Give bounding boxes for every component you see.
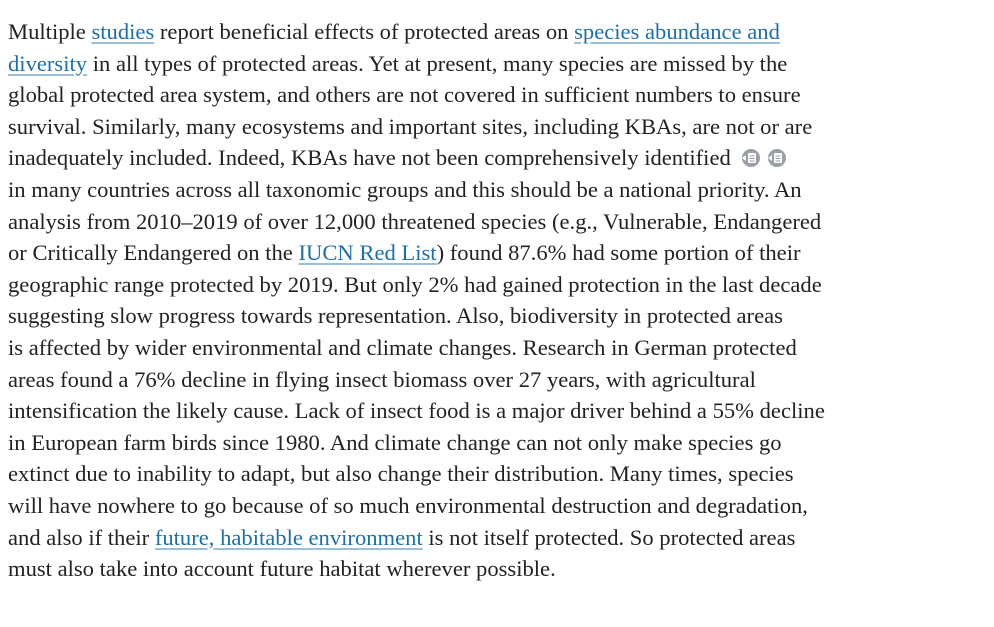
text: is affected by wider environmental and c… xyxy=(8,334,797,360)
text: report beneficial effects of protected a… xyxy=(154,19,575,44)
line: in European farm birds since 1980. And c… xyxy=(8,427,990,459)
line: extinct due to inability to adapt, but a… xyxy=(8,458,990,490)
text: in all types of protected areas. Yet at … xyxy=(87,50,788,76)
link[interactable]: future, habitable environment xyxy=(154,524,423,550)
line: will have nowhere to go because of so mu… xyxy=(8,490,990,522)
text: must also take into account future habit… xyxy=(8,556,556,582)
text: areas found a 76% decline in flying inse… xyxy=(8,366,756,392)
line: intensification the likely cause. Lack o… xyxy=(8,395,990,427)
line: global protected area system, and others… xyxy=(8,79,990,111)
line: must also take into account future habit… xyxy=(8,553,990,585)
text: will have nowhere to go because of so mu… xyxy=(8,492,808,518)
text: global protected area system, and others… xyxy=(8,82,801,108)
text: in many countries across all taxonomic g… xyxy=(8,176,802,202)
text: Multiple xyxy=(8,19,92,44)
line: survival. Similarly, many ecosystems and… xyxy=(8,111,990,143)
text: geographic range protected by 2019. But … xyxy=(8,271,822,297)
reference-icon[interactable] xyxy=(740,148,762,168)
text: suggesting slow progress towards represe… xyxy=(8,303,783,329)
line: diversity in all types of protected area… xyxy=(8,48,990,80)
link[interactable]: IUCN Red List xyxy=(298,240,437,266)
text: inadequately included. Indeed, KBAs have… xyxy=(8,145,731,171)
text: ) found 87.6% had some portion of their xyxy=(436,240,801,266)
link[interactable]: studies xyxy=(91,19,155,44)
line: Multiple studies report beneficial effec… xyxy=(8,16,990,48)
line: suggesting slow progress towards represe… xyxy=(8,300,990,332)
text: intensification the likely cause. Lack o… xyxy=(8,398,825,424)
line: and also if their future, habitable envi… xyxy=(8,522,990,554)
text: and also if their xyxy=(8,524,155,550)
link[interactable]: diversity xyxy=(8,50,88,76)
link[interactable]: species abundance and xyxy=(574,19,780,44)
paragraph: Multiple studies report beneficial effec… xyxy=(8,16,990,585)
text: or Critically Endangered on the xyxy=(8,240,299,266)
line: or Critically Endangered on the IUCN Red… xyxy=(8,237,990,269)
line: areas found a 76% decline in flying inse… xyxy=(8,364,990,396)
line: is affected by wider environmental and c… xyxy=(8,332,990,364)
text: analysis from 2010–2019 of over 12,000 t… xyxy=(8,208,822,234)
reference-icon[interactable] xyxy=(766,148,788,168)
line: inadequately included. Indeed, KBAs have… xyxy=(8,142,990,174)
text: survival. Similarly, many ecosystems and… xyxy=(8,113,813,139)
text: in European farm birds since 1980. And c… xyxy=(8,429,782,455)
text: is not itself protected. So protected ar… xyxy=(422,524,796,550)
line: analysis from 2010–2019 of over 12,000 t… xyxy=(8,206,990,238)
text: extinct due to inability to adapt, but a… xyxy=(8,461,794,487)
line: geographic range protected by 2019. But … xyxy=(8,269,990,301)
line: in many countries across all taxonomic g… xyxy=(8,174,990,206)
